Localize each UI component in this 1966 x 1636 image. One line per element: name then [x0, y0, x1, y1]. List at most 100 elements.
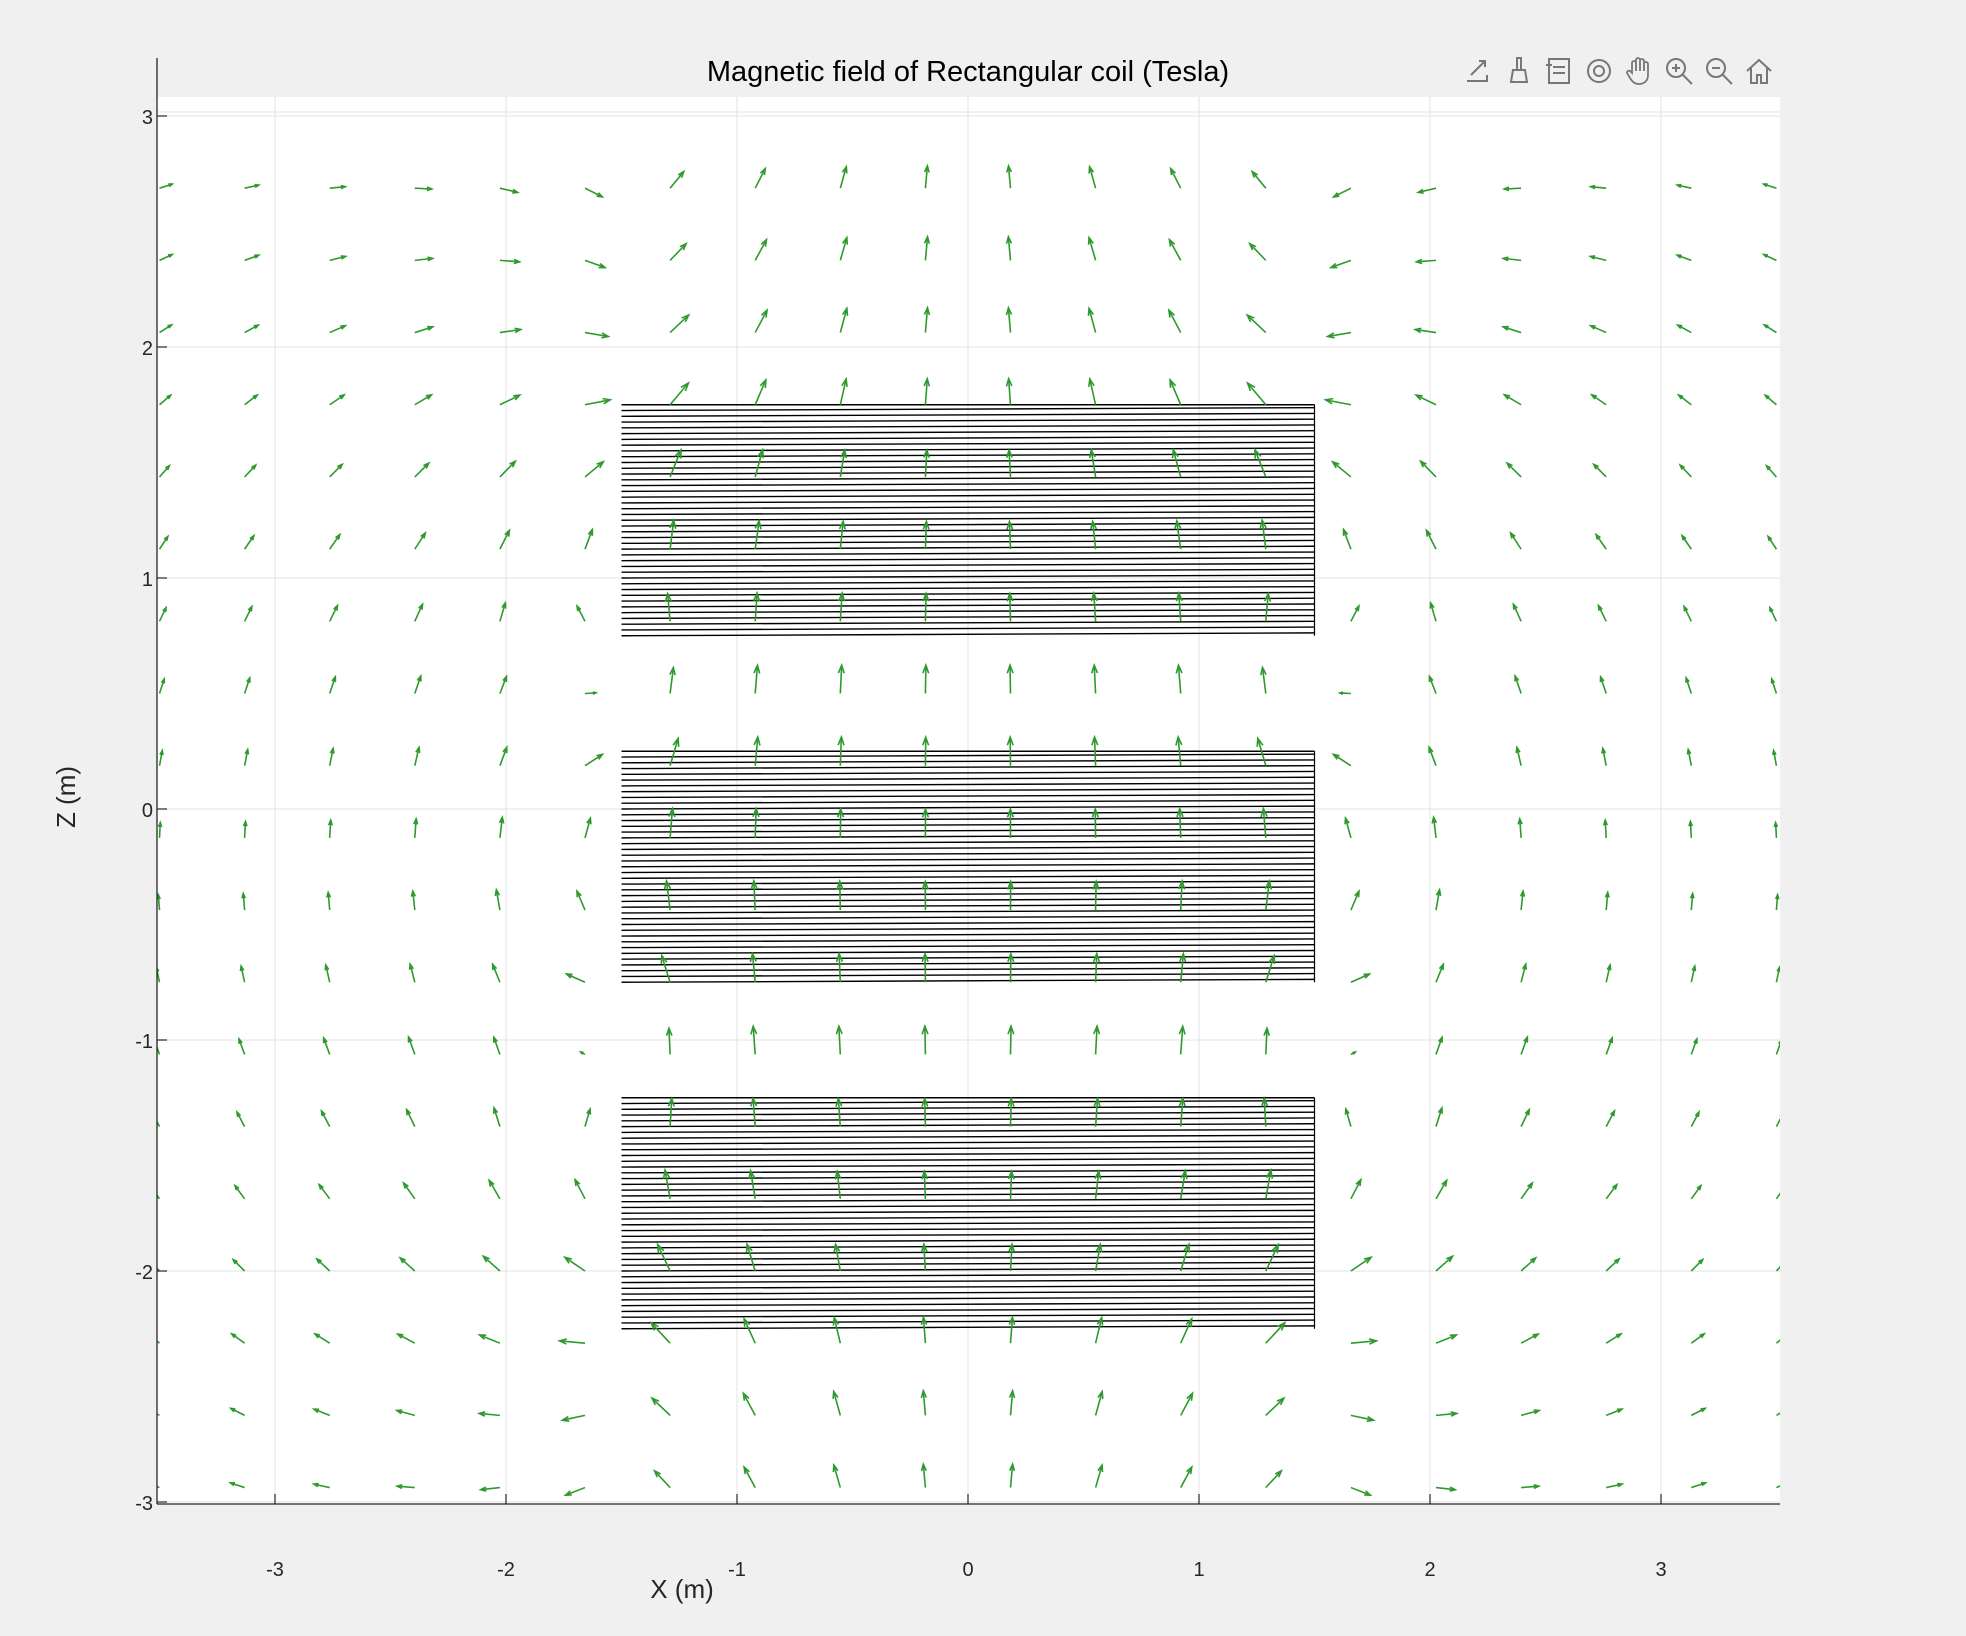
field-arrow [1169, 166, 1182, 189]
coil-wire [621, 857, 1315, 862]
field-arrow [157, 966, 161, 983]
field-arrow [158, 534, 170, 550]
field-arrow [745, 1241, 756, 1272]
field-arrow [1412, 327, 1437, 334]
rotate-3d-button[interactable] [1580, 52, 1618, 90]
field-arrow [312, 1332, 331, 1344]
zoom-out-button[interactable] [1700, 52, 1738, 90]
field-arrow [837, 590, 846, 622]
field-arrow [147, 1556, 160, 1560]
coil-wire [621, 834, 1315, 839]
field-arrow [923, 234, 931, 261]
field-arrow [476, 1411, 500, 1417]
field-arrow [1094, 1389, 1104, 1416]
field-arrow [922, 447, 930, 477]
field-arrow [923, 376, 931, 405]
field-arrow [754, 237, 768, 261]
field-arrow [1264, 878, 1273, 911]
coil-wire [621, 406, 1315, 412]
y-tick-label: 3 [142, 107, 153, 129]
coil-wire [621, 978, 1315, 983]
field-arrow [1500, 325, 1522, 334]
coil-wire [621, 447, 1315, 452]
field-arrow [1089, 519, 1098, 550]
field-arrow [1429, 600, 1437, 622]
field-arrow [315, 1257, 331, 1272]
field-arrow [669, 517, 677, 550]
field-arrow [158, 605, 168, 622]
field-arrow [1605, 1257, 1621, 1272]
field-arrow [835, 1023, 843, 1055]
coil-wire [621, 1313, 1315, 1318]
coil-wire [621, 597, 1315, 602]
field-arrow [1250, 169, 1267, 189]
field-arrow [499, 187, 520, 194]
field-arrow [838, 519, 846, 550]
home-button[interactable] [1740, 52, 1778, 90]
field-arrow [921, 1169, 929, 1199]
field-arrow [1775, 1412, 1780, 1417]
field-arrow [1005, 376, 1013, 405]
field-arrow [328, 603, 339, 622]
field-arrow [492, 1105, 501, 1127]
field-arrow [745, 1540, 755, 1559]
field-arrow [750, 1023, 758, 1055]
field-arrow [499, 745, 508, 766]
field-arrow [398, 1256, 416, 1272]
y-tick-label: 0 [142, 800, 153, 822]
x-tick-label: 2 [1424, 1559, 1435, 1581]
brush-button[interactable] [1500, 52, 1538, 90]
field-arrow [1519, 888, 1526, 911]
zoom-in-button[interactable] [1660, 52, 1698, 90]
field-arrow [754, 377, 767, 406]
field-arrow [244, 463, 258, 478]
field-arrow [314, 1557, 329, 1560]
field-arrow [1435, 887, 1442, 911]
field-arrow [1775, 1339, 1780, 1344]
field-arrow [1428, 674, 1437, 694]
field-arrow [492, 1035, 501, 1055]
field-arrow [1416, 187, 1437, 194]
field-arrow [1090, 662, 1099, 694]
coil-wire [621, 1325, 1315, 1330]
field-arrow [231, 1257, 246, 1272]
field-arrow [1520, 1181, 1534, 1200]
field-arrow [1325, 331, 1352, 339]
field-arrow [668, 806, 676, 838]
field-arrow [329, 324, 348, 334]
field-arrow [752, 590, 761, 622]
coil-wire [621, 1302, 1315, 1307]
field-arrow [1265, 953, 1276, 983]
field-arrow [329, 532, 342, 550]
coil-wire [621, 614, 1315, 620]
field-arrow [1092, 878, 1100, 911]
coil-wire [621, 1250, 1315, 1255]
coil-wire [621, 782, 1315, 787]
field-arrow [1592, 462, 1607, 478]
field-arrow [1180, 1465, 1193, 1488]
field-arrow [1678, 463, 1692, 478]
field-arrow [1090, 590, 1098, 622]
coil-wire [621, 886, 1315, 891]
legend-button[interactable] [1540, 52, 1578, 90]
coil-wire [621, 528, 1315, 533]
coil-wire [621, 967, 1315, 972]
field-arrow [499, 528, 511, 550]
field-arrow [837, 734, 845, 766]
coil-wire [621, 811, 1315, 816]
field-arrow [1520, 1332, 1541, 1344]
field-arrow [1520, 1409, 1542, 1417]
field-arrow [743, 1316, 756, 1344]
field-arrow [921, 879, 929, 911]
field-arrow [1005, 305, 1013, 333]
field-arrow [229, 1332, 246, 1344]
field-arrow [584, 460, 606, 478]
export-button[interactable] [1460, 52, 1498, 90]
coil-wire [621, 620, 1315, 625]
field-arrow [394, 1409, 416, 1417]
pan-button[interactable] [1620, 52, 1658, 90]
field-arrow [243, 533, 256, 550]
coil-wire [621, 949, 1315, 955]
coil-wire [621, 545, 1315, 550]
field-arrow [748, 1168, 756, 1199]
